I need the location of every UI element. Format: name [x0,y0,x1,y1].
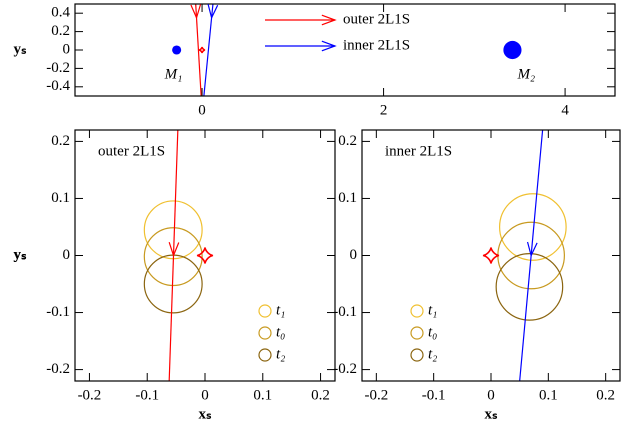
x-tick-label: 0.2 [311,387,330,403]
legend-label: t₀ [276,324,285,340]
lens-label: M₂ [516,66,535,82]
x-tick-label: -0.1 [135,387,159,403]
legend-symbol [410,348,424,362]
y-tick-label: -0.2 [46,60,70,76]
legend-label: t₁ [276,302,285,318]
legend-label: t₀ [428,324,437,340]
lens [172,45,182,55]
source-circle [143,227,203,287]
legend-label: outer 2L1S [343,11,410,27]
y-tick-label: 0 [63,247,71,263]
source-circle [499,193,567,261]
x-tick-label: -0.2 [364,387,388,403]
y-tick-label: 0.2 [51,133,70,149]
legend-symbol [258,304,272,318]
arrow-head [190,4,202,20]
y-tick-label: -0.2 [46,361,70,377]
caustic [482,247,500,264]
arrow-head [207,4,219,20]
y-axis-label: yₛ [13,41,27,57]
x-axis-label: xₛ [484,406,498,422]
frame [74,3,616,97]
arrow-head [526,241,538,258]
y-tick-label: 0.2 [338,133,357,149]
x-tick-label: 4 [561,102,569,118]
y-tick-label: 0 [350,247,358,263]
x-tick-label: 0.2 [596,387,615,403]
panel-label: inner 2L1S [385,143,452,159]
legend-symbol [258,348,272,362]
x-axis-label: xₛ [198,406,212,422]
y-axis-label: yₛ [13,247,27,263]
y-tick-label: 0 [63,41,71,57]
lens-label: M₁ [164,66,183,82]
legend-label: t₂ [276,346,285,362]
y-tick-label: 0.4 [51,5,70,21]
arrow-head [321,14,337,26]
y-axis-label: yₛ [13,247,27,263]
x-tick-label: 0 [198,102,206,118]
x-tick-label: -0.1 [422,387,446,403]
x-tick-label: -0.2 [78,387,102,403]
x-tick-label: 0.1 [539,387,558,403]
y-tick-label: -0.4 [46,78,70,94]
y-tick-label: -0.2 [333,361,357,377]
y-tick-label: -0.1 [46,304,70,320]
arrow-head [321,40,337,52]
x-tick-label: 2 [380,102,388,118]
x-tick-label: 0 [487,387,495,403]
frame [361,129,621,382]
legend-label: t₂ [428,346,437,362]
y-tick-label: -0.1 [333,304,357,320]
x-tick-label: 0 [201,387,209,403]
caustic [196,247,214,264]
legend-symbol [410,326,424,340]
panel-label: outer 2L1S [98,143,165,159]
y-tick-label: 0.2 [51,23,70,39]
arrow-head [168,242,180,258]
legend-symbol [410,304,424,318]
legend-label: t₁ [428,302,437,318]
lens [503,40,522,60]
x-tick-label: 0.1 [253,387,272,403]
source-circle [495,253,564,321]
legend-symbol [258,326,272,340]
y-tick-label: 0.1 [338,190,357,206]
frame [74,129,336,382]
y-tick-label: 0.1 [51,190,70,206]
legend-label: inner 2L1S [343,37,410,53]
caustic [198,46,206,54]
